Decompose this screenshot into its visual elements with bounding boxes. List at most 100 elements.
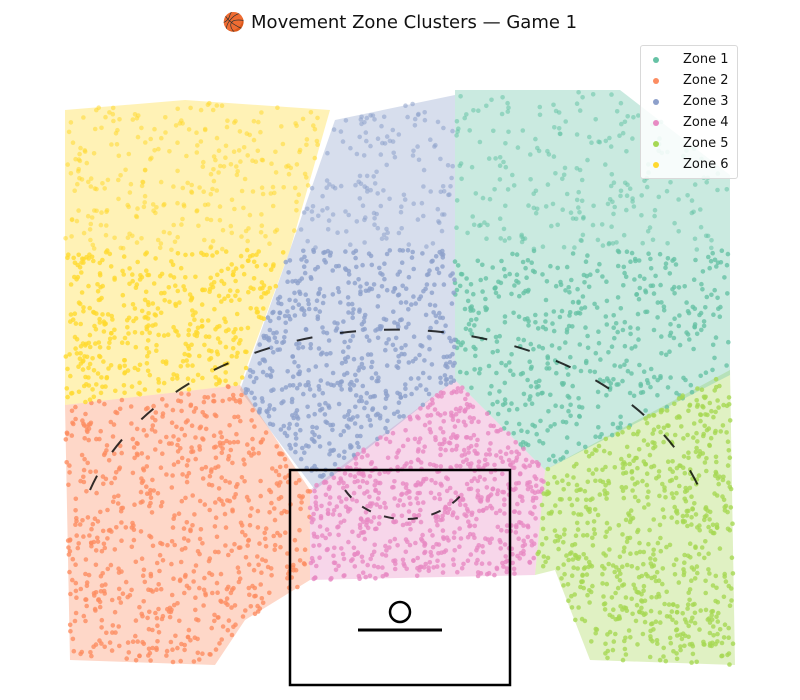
scatter-point [647, 654, 653, 660]
scatter-point [134, 214, 140, 220]
scatter-point [76, 208, 81, 213]
scatter-point [692, 182, 698, 187]
scatter-point [199, 466, 205, 472]
scatter-point [130, 117, 136, 122]
scatter-point [259, 110, 264, 115]
scatter-point [422, 358, 427, 363]
scatter-point [411, 266, 417, 272]
scatter-point [325, 507, 331, 513]
scatter-point [238, 253, 244, 259]
scatter-point [194, 617, 199, 622]
scatter-point [165, 332, 171, 338]
scatter-point [382, 261, 387, 267]
scatter-point [612, 363, 617, 368]
scatter-point [612, 335, 617, 341]
scatter-point [308, 342, 314, 347]
scatter-point [362, 536, 368, 542]
scatter-point [569, 573, 575, 578]
scatter-point [341, 319, 346, 324]
scatter-point [383, 543, 388, 549]
scatter-point [321, 472, 326, 478]
scatter-point [233, 327, 238, 332]
scatter-point [217, 323, 222, 329]
scatter-point [476, 543, 482, 548]
scatter-point [595, 268, 600, 274]
scatter-point [660, 481, 665, 487]
scatter-point [681, 572, 687, 578]
scatter-point [391, 150, 397, 156]
scatter-point [393, 519, 399, 524]
scatter-point [300, 116, 306, 122]
scatter-point [540, 272, 545, 277]
scatter-point [495, 411, 501, 417]
scatter-point [186, 538, 191, 543]
scatter-point [475, 478, 481, 484]
scatter-point [620, 657, 626, 663]
scatter-point [407, 521, 412, 526]
scatter-point [607, 629, 613, 635]
scatter-point [448, 498, 454, 504]
scatter-point [239, 375, 245, 380]
scatter-point [341, 573, 347, 579]
scatter-point [177, 618, 182, 624]
scatter-point [452, 344, 457, 350]
scatter-point [636, 447, 642, 452]
scatter-point [132, 330, 138, 335]
scatter-point [73, 321, 79, 326]
scatter-point [658, 282, 663, 288]
scatter-point [522, 236, 528, 241]
scatter-point [142, 167, 148, 173]
scatter-point [205, 102, 211, 108]
scatter-point [626, 511, 631, 516]
scatter-point [116, 570, 122, 575]
scatter-point [604, 520, 610, 526]
scatter-point [85, 213, 91, 219]
scatter-point [243, 608, 248, 613]
scatter-point [715, 631, 720, 637]
scatter-point [159, 135, 164, 141]
scatter-point [193, 456, 198, 462]
scatter-point [725, 463, 731, 468]
scatter-point [203, 334, 209, 339]
scatter-point [316, 384, 322, 389]
scatter-point [667, 466, 673, 472]
scatter-point [73, 346, 78, 351]
scatter-point [374, 169, 379, 175]
scatter-point [105, 312, 111, 317]
scatter-point [671, 495, 676, 501]
scatter-point [117, 465, 123, 471]
scatter-point [557, 510, 563, 515]
scatter-point [112, 475, 118, 481]
scatter-point [380, 552, 385, 557]
scatter-point [471, 344, 477, 350]
scatter-point [314, 425, 320, 431]
scatter-point [494, 453, 499, 458]
scatter-point [214, 580, 220, 586]
scatter-point [159, 500, 165, 505]
scatter-point [341, 455, 347, 461]
scatter-point [706, 426, 712, 431]
scatter-point [302, 312, 307, 318]
scatter-point [63, 437, 69, 442]
scatter-point [303, 443, 309, 448]
scatter-point [437, 310, 442, 316]
scatter-point [525, 534, 531, 540]
scatter-point [399, 351, 404, 357]
scatter-point [287, 297, 292, 303]
scatter-point [696, 551, 702, 557]
scatter-point [454, 463, 459, 469]
scatter-point [83, 399, 88, 405]
scatter-point [358, 433, 363, 439]
scatter-point [564, 264, 570, 270]
scatter-point [77, 151, 82, 157]
scatter-point [87, 533, 92, 538]
scatter-point [555, 538, 561, 543]
scatter-point [582, 305, 588, 310]
scatter-point [297, 478, 302, 483]
scatter-point [395, 543, 400, 548]
scatter-point [302, 171, 308, 177]
scatter-point [591, 527, 597, 532]
scatter-point [151, 488, 156, 493]
scatter-point [129, 384, 135, 389]
scatter-point [353, 393, 359, 398]
